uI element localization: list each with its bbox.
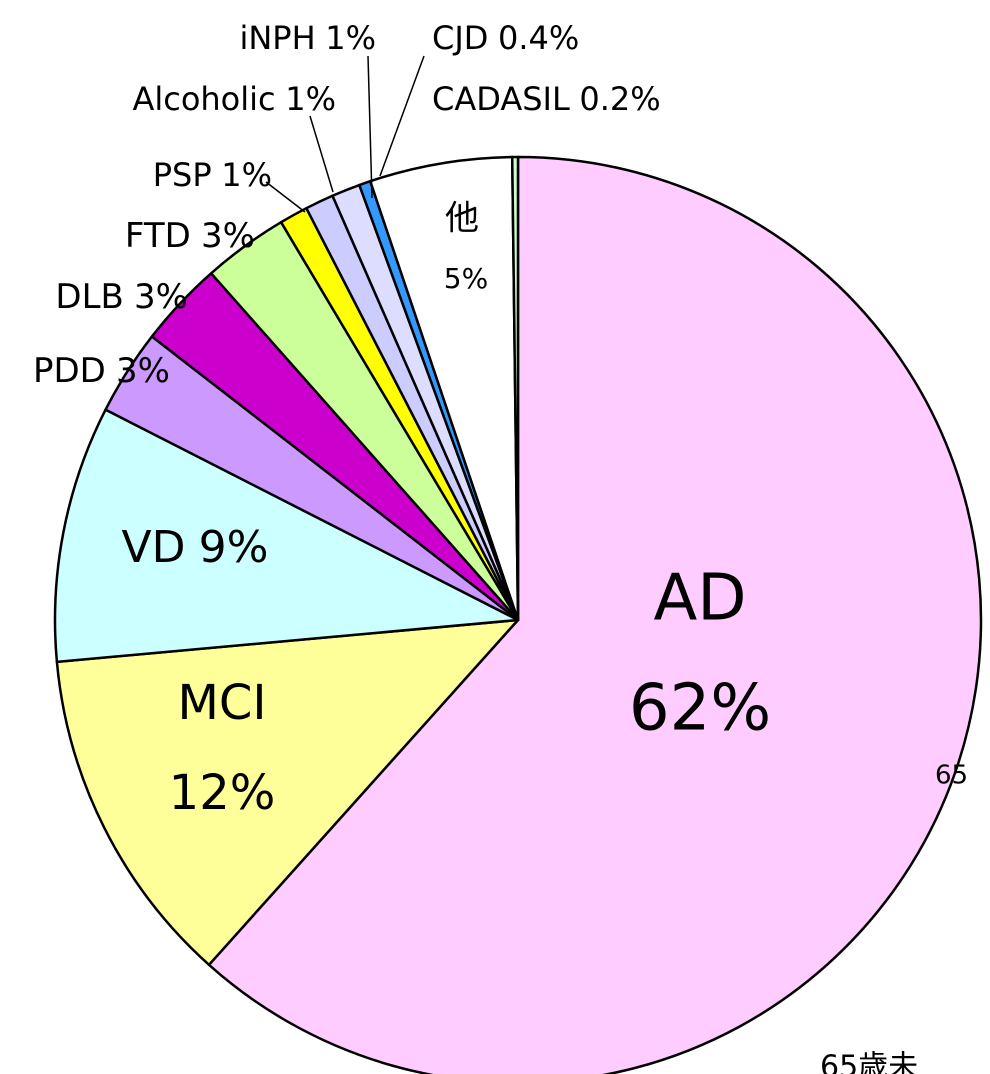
value-label: 3% (134, 277, 188, 317)
pie-slice (510, 155, 520, 622)
slice-name: PSP (153, 156, 212, 194)
value-label: 1% (325, 19, 376, 57)
value-label: 9% (199, 522, 269, 573)
pie (53, 155, 983, 1074)
value-label: 62% (629, 672, 771, 746)
leader-line (265, 181, 306, 213)
slice-name: PDD (33, 351, 106, 391)
slice-label: VD 9% (122, 522, 269, 573)
slice-label: PDD 3% (33, 351, 170, 391)
slice-name: Alcoholic (132, 80, 275, 118)
slice-label: Alcoholic 1% (132, 80, 336, 118)
value-label: 1% (221, 156, 272, 194)
value-label: 12% (169, 765, 276, 821)
value-label: 0.4% (498, 19, 579, 57)
leader-line (379, 55, 425, 177)
slice-label: MCI (177, 675, 266, 731)
value-label: 3% (116, 351, 170, 391)
slice-name: CADASIL (432, 80, 570, 118)
slice-name: CJD (432, 19, 488, 57)
leader-line (309, 115, 334, 193)
value-label: 5% (444, 262, 488, 295)
slice-label: PSP 1% (153, 156, 272, 194)
pie-slice (53, 408, 520, 664)
value-label: 0.2% (579, 80, 660, 118)
slice-name: DLB (55, 277, 123, 317)
slice-label: AD (653, 562, 746, 636)
slice-label: iNPH 1% (239, 19, 376, 57)
slice-label: CJD 0.4% (432, 19, 579, 57)
annotation: 65歳未 (820, 1050, 918, 1074)
slice-name: FTD (125, 216, 191, 256)
slice-label: CADASIL 0.2% (432, 80, 661, 118)
slice-label: FTD 3% (125, 216, 255, 256)
annotation: 65 (935, 761, 968, 791)
slice-name: VD (122, 522, 186, 573)
value-label: 1% (285, 80, 336, 118)
leader-lines (265, 55, 425, 213)
slice-name: iNPH (239, 19, 315, 57)
pie-slice (207, 155, 983, 1074)
pie-slice (369, 155, 520, 622)
value-label: 3% (201, 216, 255, 256)
slice-label: DLB 3% (55, 277, 188, 317)
slice-label: 他 (445, 199, 479, 239)
pie-slice (55, 618, 520, 967)
leader-line (367, 55, 373, 199)
